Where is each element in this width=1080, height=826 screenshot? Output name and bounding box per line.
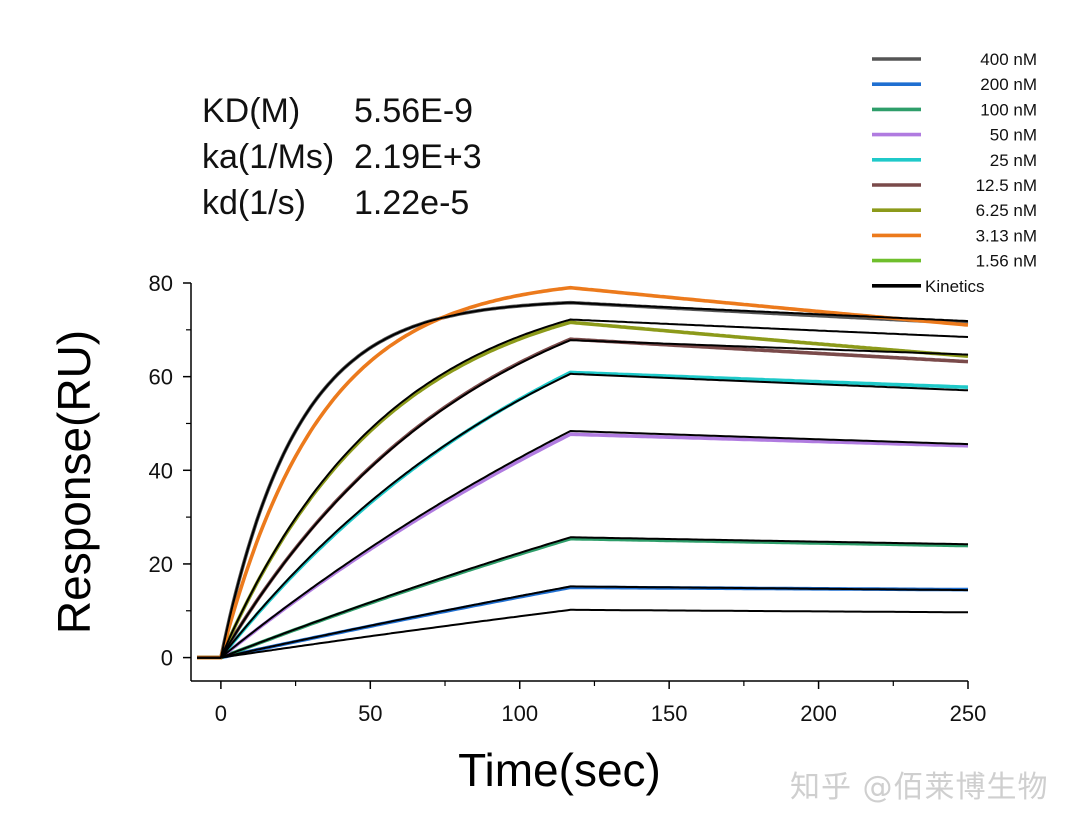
fit-line <box>197 301 969 659</box>
x-tick-label: 200 <box>800 701 837 726</box>
stats-row-kd: KD(M) 5.56E-9 <box>202 88 482 134</box>
stats-key: ka(1/Ms) <box>202 138 335 176</box>
y-tick-label: 60 <box>149 365 173 390</box>
legend-label: 12.5 nM <box>976 176 1037 195</box>
stats-key: KD(M) <box>202 92 301 130</box>
legend-label: 200 nM <box>980 75 1037 94</box>
fit-line <box>197 608 968 659</box>
stats-row-ka: ka(1/Ms) 2.19E+3 <box>202 134 482 180</box>
legend-label: 400 nM <box>980 50 1037 69</box>
y-tick-label: 40 <box>149 458 173 483</box>
x-tick-label: 100 <box>501 701 538 726</box>
fit-line <box>197 339 969 659</box>
stats-value: 5.56E-9 <box>354 92 474 130</box>
fit-line <box>197 430 969 659</box>
y-tick-label: 20 <box>149 552 173 577</box>
stats-row-kdiss: kd(1/s) 1.22e-5 <box>202 180 482 226</box>
series-line <box>197 285 969 660</box>
x-tick-label: 150 <box>651 701 688 726</box>
fit-line <box>197 585 968 659</box>
legend-label: 6.25 nM <box>976 201 1037 220</box>
x-tick-label: 50 <box>358 701 382 726</box>
y-axis-label: Response(RU) <box>48 330 100 634</box>
legend-label: 50 nM <box>990 126 1037 145</box>
legend-label: 25 nM <box>990 151 1037 170</box>
x-tick-label: 0 <box>215 701 227 726</box>
legend-label: 1.56 nM <box>976 252 1037 271</box>
y-tick-label: 80 <box>149 271 173 296</box>
y-tick-label: 0 <box>161 646 173 671</box>
fit-line <box>197 372 969 659</box>
stats-value: 1.22e-5 <box>354 184 470 222</box>
fit-line <box>197 536 968 659</box>
stats-key: kd(1/s) <box>202 184 306 222</box>
watermark: 知乎 @佰莱博生物 <box>790 770 1049 805</box>
fit-line <box>197 318 969 659</box>
x-axis-label: Time(sec) <box>458 744 661 796</box>
legend-label: 3.13 nM <box>976 226 1037 245</box>
kinetics-stats: KD(M) 5.56E-9 ka(1/Ms) 2.19E+3 kd(1/s) 1… <box>202 88 482 226</box>
legend-label: Kinetics <box>925 277 985 296</box>
stats-value: 2.19E+3 <box>354 138 482 176</box>
legend-label: 100 nM <box>980 100 1037 119</box>
series-line <box>197 370 969 660</box>
x-tick-label: 250 <box>950 701 987 726</box>
